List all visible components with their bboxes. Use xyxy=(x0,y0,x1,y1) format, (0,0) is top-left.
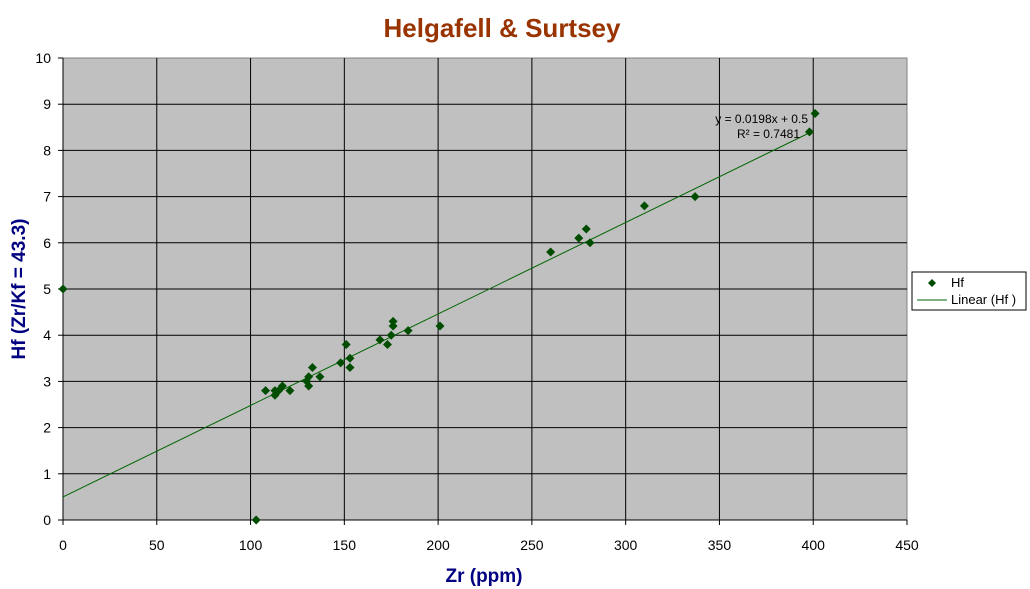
x-tick-label: 0 xyxy=(59,537,67,553)
data-point-hf xyxy=(336,358,346,368)
data-point-hf xyxy=(386,330,396,340)
y-tick-label: 10 xyxy=(35,50,51,66)
data-point-hf xyxy=(58,284,68,294)
y-tick-label: 9 xyxy=(43,96,51,112)
data-point-hf xyxy=(251,515,261,525)
data-point-hf xyxy=(804,127,814,137)
data-point-hf xyxy=(315,372,325,382)
data-point-hf xyxy=(307,363,317,373)
data-point-hf xyxy=(574,233,584,243)
gridlines xyxy=(58,57,908,525)
y-tick-label: 6 xyxy=(43,235,51,251)
legend-label-linear: Linear (Hf ) xyxy=(951,292,1016,307)
data-point-hf xyxy=(345,353,355,363)
chart-title: Helgafell & Surtsey xyxy=(384,13,622,43)
data-point-hf xyxy=(546,247,556,257)
y-tick-label: 0 xyxy=(43,512,51,528)
trendline-equation: y = 0.0198x + 0.5 xyxy=(715,112,808,126)
legend-box xyxy=(911,271,1027,311)
y-tick-label: 5 xyxy=(43,281,51,297)
trendline xyxy=(62,130,814,498)
x-tick-label: 200 xyxy=(426,537,450,553)
data-point-hf xyxy=(345,363,355,373)
x-tick-label: 350 xyxy=(708,537,732,553)
y-axis-title: Hf (Zr/Kf = 43.3) xyxy=(9,219,30,360)
data-point-hf xyxy=(435,321,445,331)
data-point-hf xyxy=(690,192,700,202)
x-tick-label: 100 xyxy=(239,537,263,553)
data-point-hf xyxy=(277,381,287,391)
x-tick-label: 50 xyxy=(149,537,165,553)
data-points xyxy=(58,108,820,525)
legend-marker-hf xyxy=(928,279,936,287)
legend-label-hf: Hf xyxy=(951,275,964,290)
data-point-hf xyxy=(639,201,649,211)
data-point-hf xyxy=(810,108,820,118)
data-point-hf xyxy=(403,326,413,336)
y-tick-label: 2 xyxy=(43,420,51,436)
y-tick-label: 3 xyxy=(43,373,51,389)
data-point-hf xyxy=(304,381,314,391)
data-point-hf xyxy=(382,339,392,349)
trendline-layer xyxy=(62,130,814,498)
data-point-hf xyxy=(375,335,385,345)
legend: Hf Linear (Hf ) xyxy=(911,271,1027,311)
trendline-r-squared: R² = 0.7481 xyxy=(737,127,800,141)
x-tick-label: 150 xyxy=(333,537,357,553)
y-tick-label: 8 xyxy=(43,142,51,158)
x-tick-label: 300 xyxy=(614,537,638,553)
y-tick-label: 1 xyxy=(43,466,51,482)
data-point-hf xyxy=(304,372,314,382)
data-point-hf xyxy=(261,386,271,396)
data-point-hf xyxy=(285,386,295,396)
x-tick-label: 250 xyxy=(520,537,544,553)
x-tick-label: 450 xyxy=(895,537,919,553)
data-point-hf xyxy=(581,224,591,234)
x-axis-title: Zr (ppm) xyxy=(445,566,522,587)
y-tick-label: 4 xyxy=(43,327,51,343)
data-point-hf xyxy=(585,238,595,248)
y-tick-label: 7 xyxy=(43,189,51,205)
data-point-hf xyxy=(388,316,398,326)
data-point-hf xyxy=(388,321,398,331)
x-tick-label: 400 xyxy=(802,537,826,553)
tick-labels: 0 50 100 150 200 250 300 350 400 450 0 1 2 3 4 5 6 7 8 9 10 xyxy=(35,50,918,553)
data-point-hf xyxy=(341,339,351,349)
